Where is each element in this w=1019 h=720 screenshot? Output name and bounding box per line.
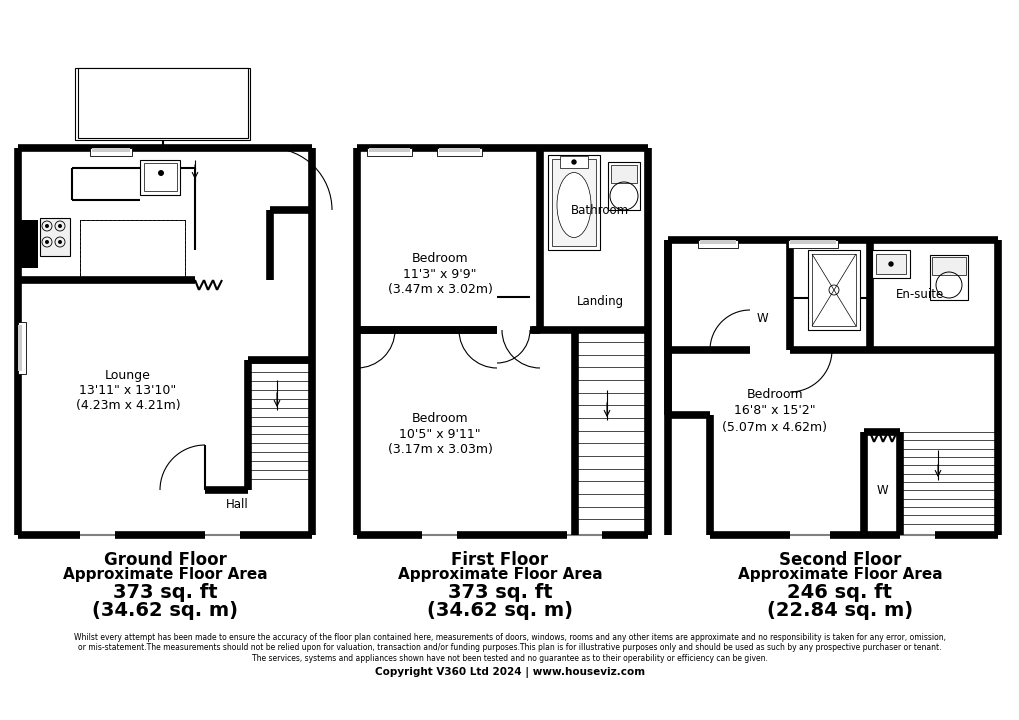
Bar: [18, 322, 25, 374]
Text: Kitchen/Dining Room: Kitchen/Dining Room: [101, 73, 225, 86]
Bar: [547, 155, 599, 250]
Text: 17'4" x 7'5": 17'4" x 7'5": [128, 89, 198, 102]
Bar: [438, 148, 480, 152]
Circle shape: [58, 224, 62, 228]
Text: 246 sq. ft: 246 sq. ft: [787, 583, 892, 603]
Text: 17'4" x 7'5": 17'4" x 7'5": [127, 89, 197, 102]
Text: Landing: Landing: [576, 295, 623, 308]
Text: First Floor: First Floor: [451, 551, 548, 569]
Bar: [790, 240, 836, 244]
Bar: [929, 255, 967, 300]
Text: Bathroom: Bathroom: [571, 204, 629, 217]
Text: Lounge: Lounge: [105, 369, 151, 382]
Bar: [436, 148, 482, 156]
Text: Kitchen/Dining Room: Kitchen/Dining Room: [100, 73, 224, 86]
Text: 13'11" x 13'10": 13'11" x 13'10": [79, 384, 176, 397]
Text: W: W: [875, 484, 887, 497]
Text: 10'5" x 9'11": 10'5" x 9'11": [398, 428, 480, 441]
Bar: [699, 240, 736, 244]
Bar: [90, 148, 131, 156]
Text: En-suite: En-suite: [895, 289, 944, 302]
Text: 16'8" x 15'2": 16'8" x 15'2": [734, 405, 815, 418]
Bar: [140, 160, 179, 195]
Circle shape: [158, 170, 164, 176]
Text: Ground Floor: Ground Floor: [104, 551, 226, 569]
Bar: [807, 250, 859, 330]
Text: (5.07m x 4.62m): (5.07m x 4.62m): [721, 420, 826, 433]
Text: Hall: Hall: [225, 498, 249, 511]
Bar: [607, 162, 639, 210]
Bar: [18, 220, 38, 268]
Text: (3.17m x 3.03m): (3.17m x 3.03m): [387, 444, 492, 456]
Text: 373 sq. ft: 373 sq. ft: [447, 583, 551, 603]
Text: (34.62 sq. m): (34.62 sq. m): [427, 601, 573, 621]
Circle shape: [889, 262, 892, 266]
Text: Copyright V360 Ltd 2024 | www.houseviz.com: Copyright V360 Ltd 2024 | www.houseviz.c…: [375, 667, 644, 678]
Bar: [811, 254, 855, 326]
Bar: [788, 240, 838, 248]
Circle shape: [45, 224, 49, 228]
Circle shape: [613, 186, 634, 206]
Bar: [75, 68, 250, 140]
Bar: [18, 325, 22, 371]
Bar: [144, 163, 177, 191]
Text: Bedroom: Bedroom: [412, 412, 468, 425]
Circle shape: [58, 240, 62, 244]
Bar: [551, 159, 595, 246]
Bar: [367, 148, 412, 156]
Bar: [559, 156, 587, 168]
Bar: [875, 254, 905, 274]
Text: (5.29m x 2.26m): (5.29m x 2.26m): [112, 104, 211, 117]
Bar: [79, 220, 184, 280]
Bar: [369, 148, 410, 152]
Bar: [871, 250, 909, 278]
Text: (34.62 sq. m): (34.62 sq. m): [92, 601, 237, 621]
Text: Approximate Floor Area: Approximate Floor Area: [397, 567, 602, 582]
Circle shape: [45, 240, 49, 244]
Bar: [92, 148, 129, 152]
Text: Approximate Floor Area: Approximate Floor Area: [62, 567, 267, 582]
Text: (22.84 sq. m): (22.84 sq. m): [766, 601, 912, 621]
Text: Whilst every attempt has been made to ensure the accuracy of the floor plan cont: Whilst every attempt has been made to en…: [74, 633, 945, 663]
Bar: [40, 218, 70, 256]
Bar: [77, 68, 248, 138]
Bar: [931, 257, 965, 275]
Text: Approximate Floor Area: Approximate Floor Area: [737, 567, 942, 582]
Text: 373 sq. ft: 373 sq. ft: [112, 583, 217, 603]
Text: (5.29m x 2.26m): (5.29m x 2.26m): [113, 104, 212, 117]
Text: Second Floor: Second Floor: [779, 551, 901, 569]
Circle shape: [572, 160, 576, 164]
Text: Bedroom: Bedroom: [746, 389, 803, 402]
Text: (4.23m x 4.21m): (4.23m x 4.21m): [75, 398, 180, 412]
Text: (3.47m x 3.02m): (3.47m x 3.02m): [387, 284, 492, 297]
Ellipse shape: [556, 173, 590, 238]
Bar: [610, 165, 637, 183]
Text: W: W: [755, 312, 767, 325]
Bar: [79, 220, 184, 280]
Bar: [697, 240, 738, 248]
Text: 11'3" x 9'9": 11'3" x 9'9": [403, 268, 476, 281]
Text: Bedroom: Bedroom: [412, 251, 468, 264]
